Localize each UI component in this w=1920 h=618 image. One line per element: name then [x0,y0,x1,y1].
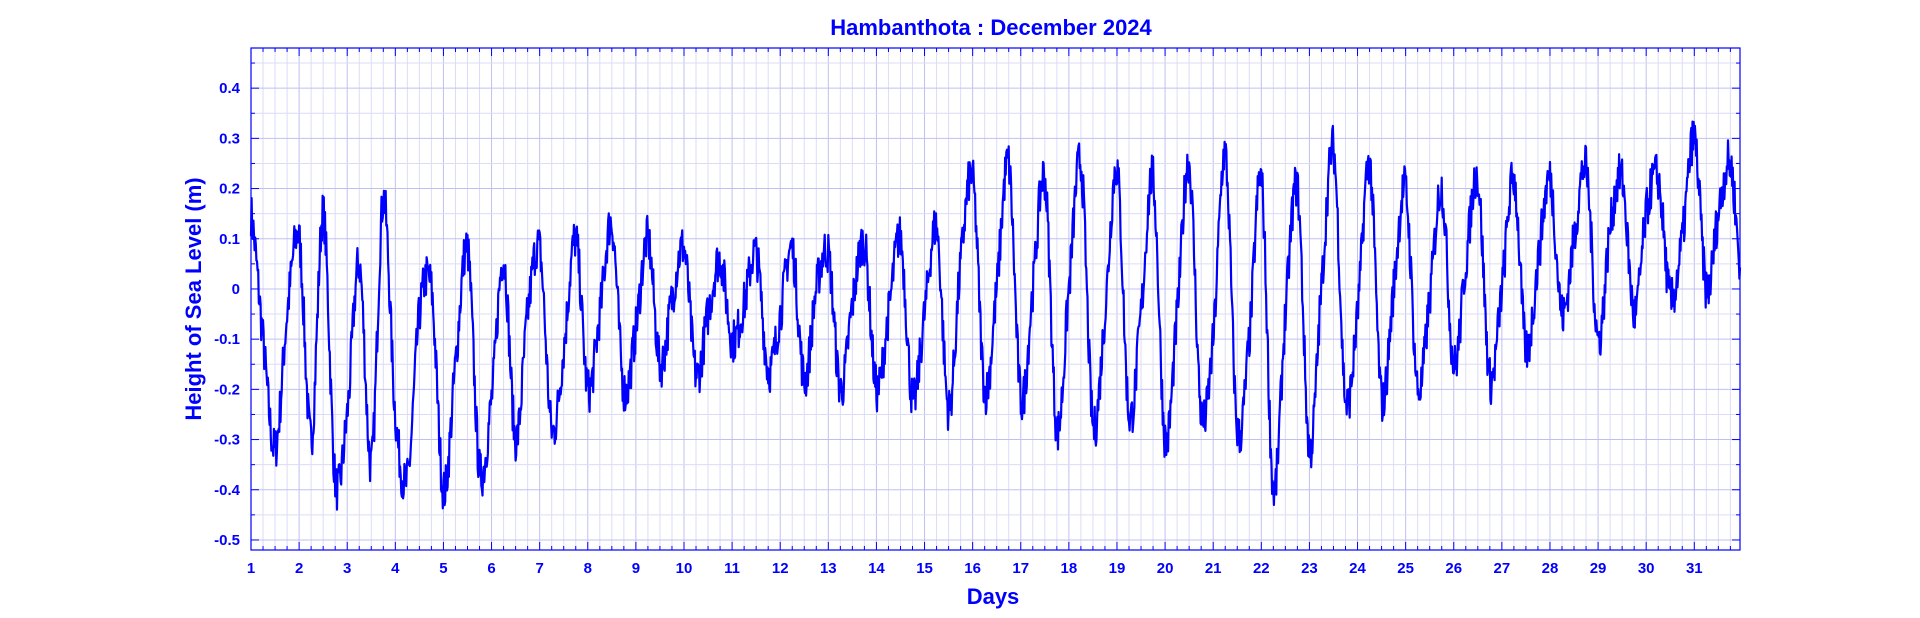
x-tick-label: 19 [1109,560,1126,577]
x-tick-label: 30 [1638,560,1655,577]
series-line [249,120,1742,511]
y-axis-label: Height of Sea Level (m) [181,177,206,420]
x-tick-label: 11 [724,560,740,577]
x-tick-label: 2 [295,560,303,577]
x-tick-label: 31 [1686,560,1703,577]
y-tick-label: 0.3 [219,130,240,147]
x-tick-label: 14 [868,560,885,577]
x-tick-label: 7 [535,560,543,577]
y-tick-label: 0.2 [219,181,240,198]
y-tick-label: 0.4 [219,80,241,97]
x-tick-label: 21 [1205,560,1222,577]
x-tick-label: 16 [964,560,981,577]
y-tick-label: -0.4 [214,482,241,499]
x-tick-label: 29 [1590,560,1607,577]
plot-frame [250,47,1741,551]
ticks [250,48,1740,550]
x-tick-label: 23 [1301,560,1318,577]
x-tick-label: 28 [1542,560,1559,577]
chart-title: Hambanthota : December 2024 [830,15,1152,40]
x-axis-label: Days [967,584,1020,609]
x-tick-label: 18 [1061,560,1078,577]
x-tick-label: 20 [1157,560,1174,577]
x-tick-label: 15 [916,560,933,577]
x-tick-label: 17 [1012,560,1029,577]
x-tick-label: 1 [247,560,255,577]
x-tick-label: 12 [772,560,789,577]
x-tick-label: 4 [391,560,400,577]
y-tick-labels: -0.5 -0.4 -0.3 -0.2 -0.1 0 0.1 0.2 0.3 0.4 [214,80,241,549]
x-tick-label: 13 [820,560,837,577]
grid [250,48,1740,550]
x-tick-label: 24 [1349,560,1366,577]
x-tick-label: 9 [632,560,640,577]
x-tick-label: 3 [343,560,351,577]
y-tick-label: 0.1 [219,231,240,248]
x-tick-label: 26 [1445,560,1462,577]
x-tick-labels: 1 2 3 4 5 6 7 8 9 10 11 12 13 14 15 16 17 18 19 20 21 22 23 24 2… [247,560,1703,577]
x-tick-label: 25 [1397,560,1414,577]
y-tick-label: -0.2 [214,381,240,398]
y-tick-label: -0.5 [214,532,240,549]
x-tick-label: 22 [1253,560,1270,577]
x-tick-label: 27 [1494,560,1511,577]
x-tick-label: 6 [487,560,495,577]
y-tick-label: -0.3 [214,432,240,449]
x-tick-label: 5 [439,560,447,577]
x-tick-label: 8 [584,560,592,577]
x-tick-label: 10 [676,560,693,577]
y-tick-label: 0 [232,281,240,298]
y-tick-label: -0.1 [214,331,240,348]
